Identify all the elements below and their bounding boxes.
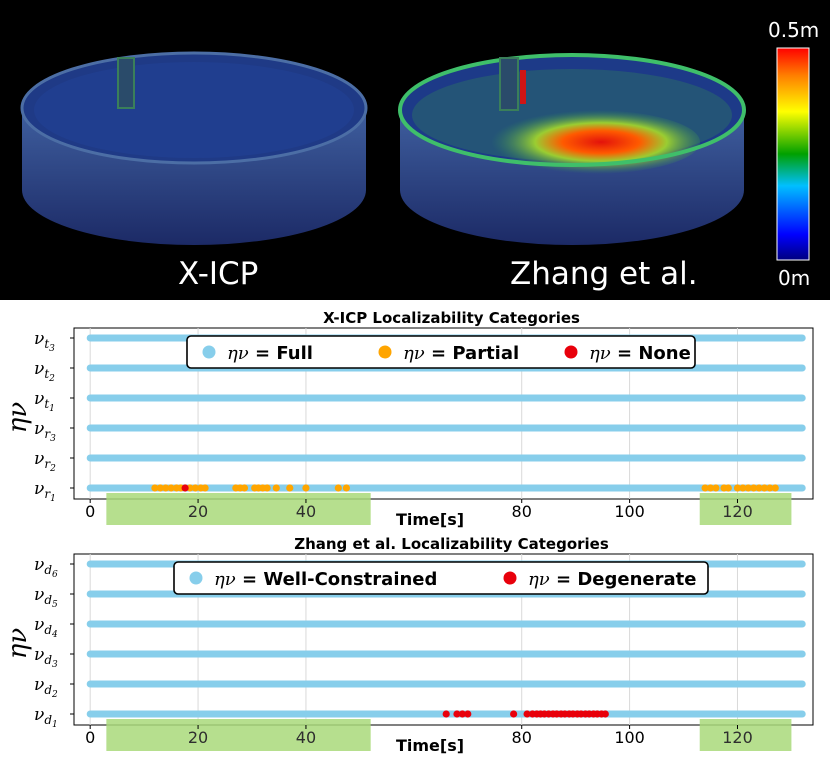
highlight-range-2 [699, 719, 792, 751]
point-partial [750, 484, 758, 492]
x-tick-label: 120 [722, 728, 753, 747]
x-tick-label: 40 [296, 728, 316, 747]
point-partial [760, 484, 769, 492]
y-tick-label: νr2 [34, 449, 56, 474]
point-partial [739, 484, 747, 492]
point-partial [162, 484, 170, 492]
x-axis-label: Time[s] [396, 736, 464, 755]
x-tick-label: 100 [614, 502, 645, 521]
x-axis-label: Time[s] [396, 510, 464, 529]
x-icp-localizability-chart: X-ICP Localizability Categories 0 20 40 80 10… [3, 309, 814, 529]
error-colorbar [776, 47, 810, 261]
colorbar-min-label: 0m [778, 266, 811, 290]
zhang-render [398, 53, 746, 245]
point-partial [712, 484, 720, 492]
highlight-range-1 [106, 719, 371, 751]
point-partial [733, 484, 742, 492]
y-tick-label: νt3 [34, 329, 55, 354]
y-tick-label: νr1 [34, 479, 56, 504]
point-partial [272, 484, 280, 492]
x-tick-label: 20 [188, 502, 208, 521]
point-partial [771, 484, 779, 492]
point-degenerate [464, 710, 472, 718]
zhang-label: Zhang et al. [510, 256, 698, 292]
legend-entry: ην = Partial [403, 343, 519, 364]
point-partial [156, 484, 164, 492]
x-tick-label: 100 [614, 728, 645, 747]
point-degenerate [442, 710, 450, 718]
y-axis-label: ην [3, 628, 33, 660]
y-tick-label: νr3 [34, 419, 56, 444]
x-tick-label: 40 [296, 502, 316, 521]
point-degenerate [510, 710, 518, 718]
y-tick-label: νd3 [34, 645, 58, 670]
point-degenerate [453, 710, 461, 718]
point-cloud-renders [20, 47, 810, 261]
y-tick-label: νd1 [34, 705, 58, 730]
legend-marker [503, 571, 517, 585]
y-tick-label: νt2 [34, 359, 55, 384]
chart-title: Zhang et al. Localizability Categories [294, 535, 609, 553]
point-partial [744, 484, 752, 492]
chart-title: X-ICP Localizability Categories [323, 309, 580, 327]
y-tick-label: νt1 [34, 389, 55, 414]
x-icp-label: X-ICP [178, 256, 259, 292]
point-partial [701, 484, 709, 492]
x-tick-label: 0 [85, 728, 95, 747]
legend-entry: ην = Degenerate [528, 569, 696, 590]
point-partial [706, 484, 715, 492]
colorbar-max-label: 0.5m [768, 18, 820, 42]
point-partial [201, 484, 209, 492]
legend-box [186, 335, 696, 369]
x-tick-label: 80 [512, 502, 532, 521]
point-degenerate [458, 710, 466, 718]
point-partial [240, 484, 249, 492]
point-partial [766, 484, 774, 492]
x-tick-label: 120 [722, 502, 753, 521]
zhang-localizability-chart: Zhang et al. Localizability Categories 0 2… [3, 535, 814, 755]
legend-marker [189, 571, 203, 585]
x-tick-label: 0 [85, 502, 95, 521]
legend-entry: ην = None [589, 343, 691, 364]
point-partial [755, 484, 763, 492]
point-partial [724, 484, 732, 492]
point-degenerate [523, 710, 531, 718]
x-tick-label: 20 [188, 728, 208, 747]
legend-entry: ην = Full [227, 343, 313, 364]
point-degenerate [601, 710, 609, 718]
point-partial [342, 484, 351, 492]
legend-marker [378, 345, 392, 359]
x-icp-render [20, 51, 368, 245]
point-partial [191, 484, 199, 492]
y-tick-label: νd5 [34, 585, 58, 610]
point-partial [263, 484, 271, 492]
y-tick-label: νd6 [34, 555, 58, 580]
legend-marker [564, 345, 578, 359]
point-partial [286, 484, 294, 492]
point-partial [167, 484, 175, 492]
point-none [181, 484, 189, 492]
y-tick-label: νd2 [34, 675, 58, 700]
x-tick-label: 80 [512, 728, 532, 747]
highlight-range-2 [699, 493, 792, 525]
legend-entry: ην = Well-Constrained [214, 569, 437, 590]
legend-marker [202, 345, 216, 359]
y-axis-label: ην [3, 402, 33, 434]
point-partial [334, 484, 342, 492]
point-partial [151, 484, 159, 492]
y-tick-label: νd4 [34, 615, 58, 640]
point-cloud-panel: X-ICP Zhang et al. 0.5m 0m [0, 0, 830, 300]
point-partial [302, 484, 310, 492]
highlight-range-1 [106, 493, 371, 525]
legend-box [173, 561, 709, 595]
